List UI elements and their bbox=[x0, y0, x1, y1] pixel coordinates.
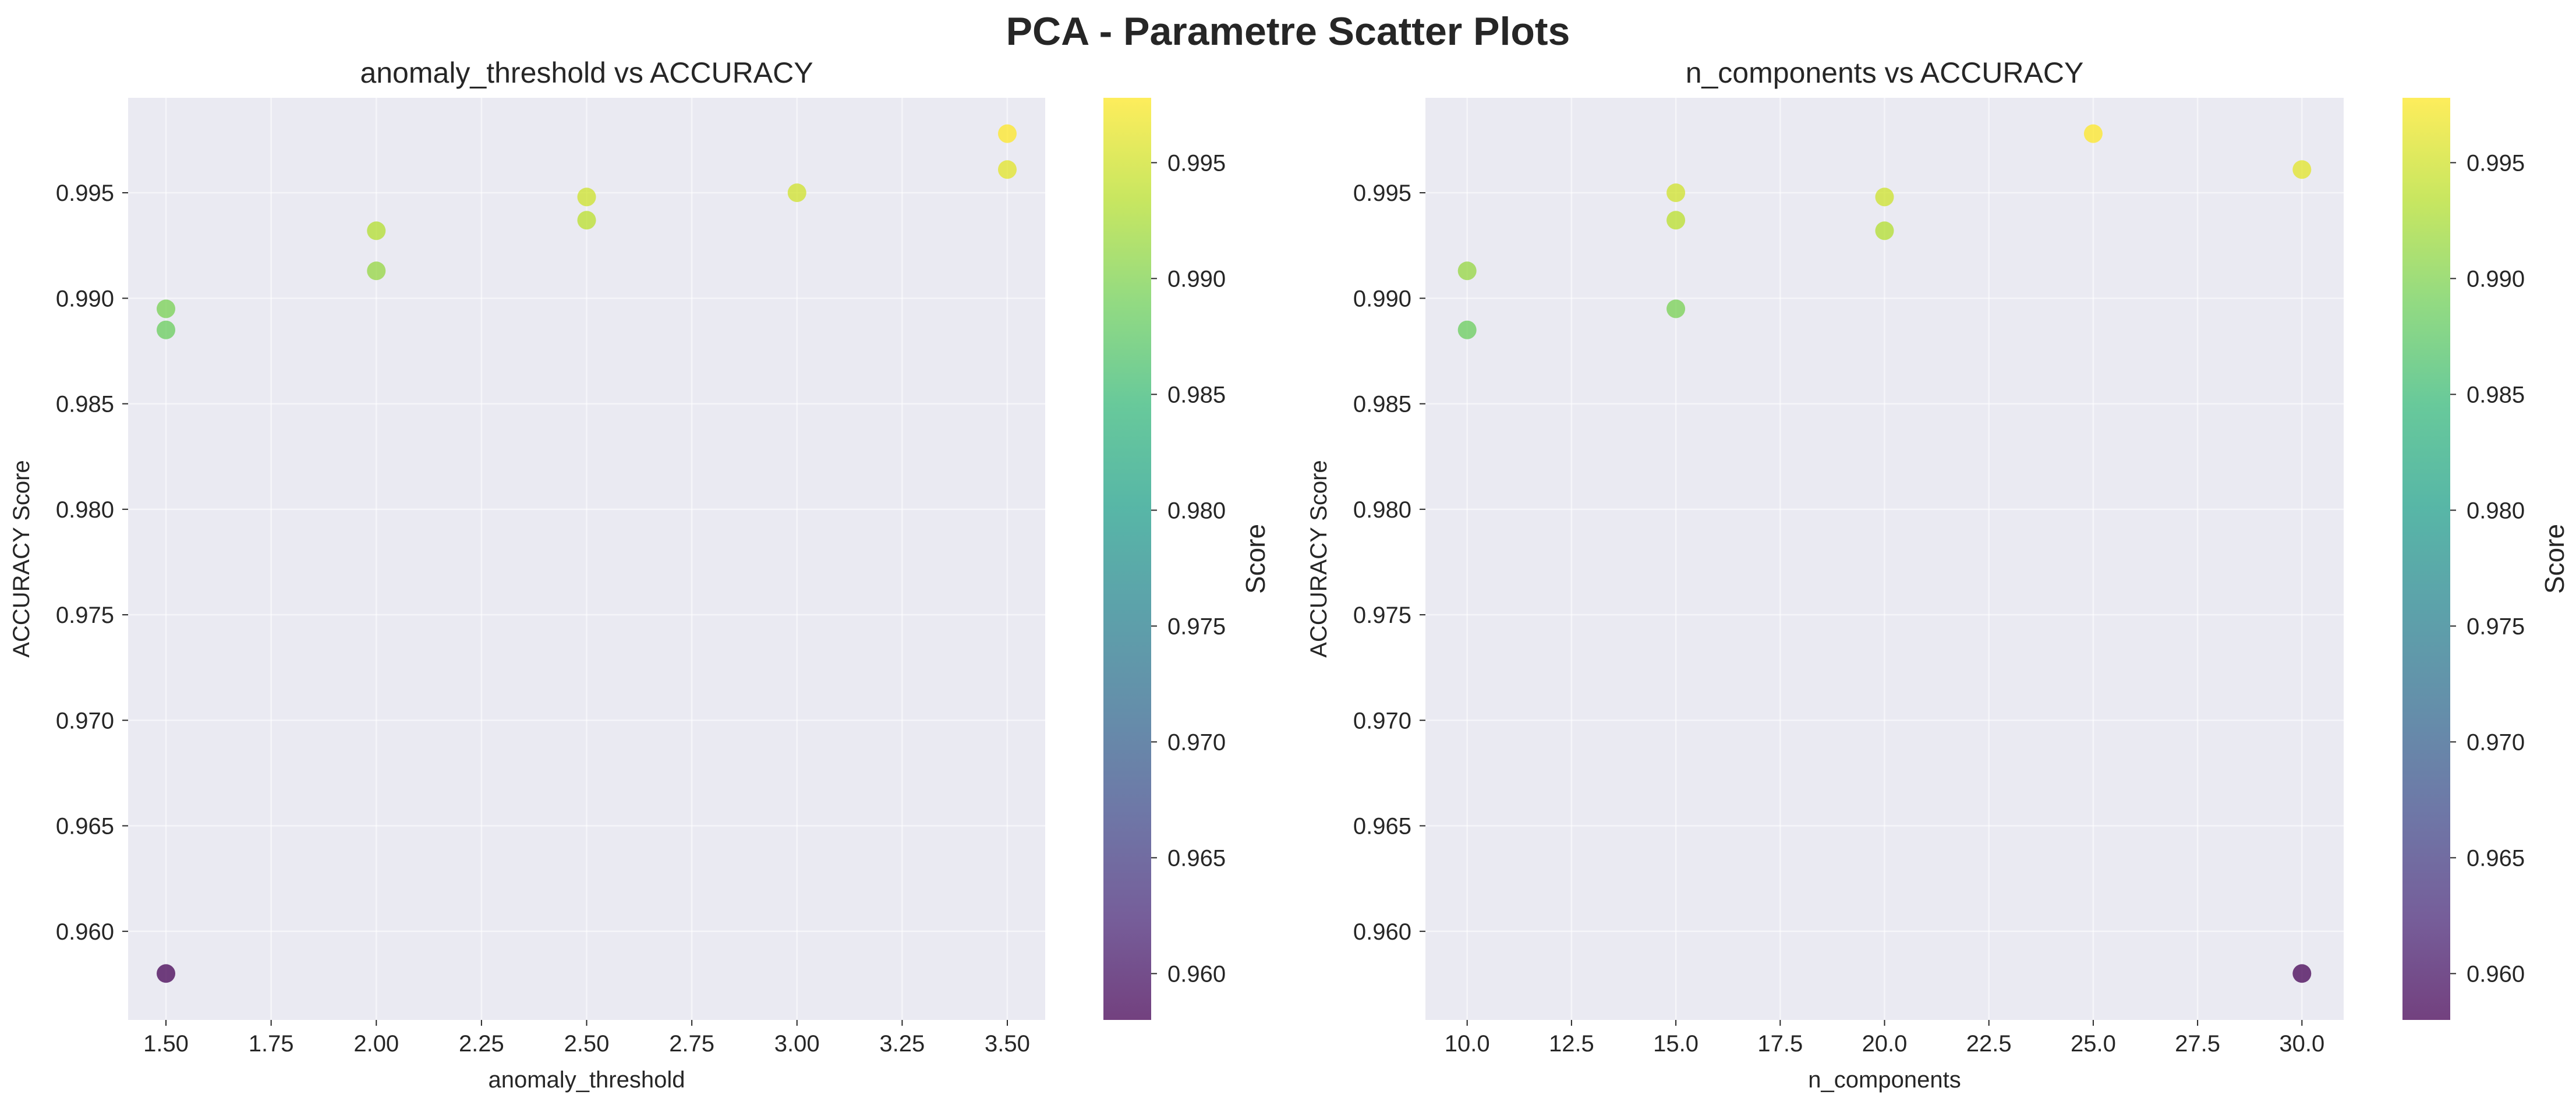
scatter-point bbox=[1666, 211, 1686, 230]
y-tick-label: 0.970 bbox=[56, 708, 114, 734]
x-tick-label: 17.5 bbox=[1757, 1031, 1803, 1057]
x-axis-ticks: 10.0 12.5 15.0 17.5 20.0 22.5 25.0 27.5 30.0 bbox=[1445, 1020, 2324, 1057]
colorbar-label: Score bbox=[1240, 524, 1271, 594]
x-axis-label: anomaly_threshold bbox=[489, 1067, 685, 1093]
x-tick-label: 12.5 bbox=[1549, 1031, 1594, 1057]
x-tick-label: 2.00 bbox=[353, 1031, 399, 1057]
colorbar-tick-label: 0.980 bbox=[2467, 498, 2525, 523]
colorbar-tick-label: 0.970 bbox=[2467, 729, 2525, 755]
scatter-point bbox=[577, 211, 596, 230]
y-tick-label: 0.970 bbox=[1353, 708, 1411, 734]
x-tick-label: 2.50 bbox=[564, 1031, 610, 1057]
y-tick-label: 0.995 bbox=[1353, 180, 1411, 206]
y-tick-label: 0.975 bbox=[56, 603, 114, 628]
colorbar-tick-label: 0.960 bbox=[1167, 961, 1226, 987]
scatter-point bbox=[1875, 221, 1894, 240]
y-tick-label: 0.960 bbox=[1353, 919, 1411, 945]
scatter-panel-n-components: n_components vs ACCURACY 10.0 12.5 15.0 17.… bbox=[1306, 56, 2570, 1093]
y-axis-ticks: 0.960 0.965 0.970 0.975 0.980 0.985 0.990 0.995 bbox=[56, 180, 128, 945]
grid-lines bbox=[128, 98, 1045, 1020]
scatter-point bbox=[1666, 183, 1686, 203]
data-points bbox=[1457, 124, 2312, 983]
x-tick-label: 30.0 bbox=[2279, 1031, 2324, 1057]
y-axis-label: ACCURACY Score bbox=[9, 460, 34, 657]
colorbar bbox=[1103, 98, 1151, 1020]
data-points bbox=[157, 124, 1017, 983]
scatter-point bbox=[157, 320, 176, 339]
x-tick-label: 15.0 bbox=[1653, 1031, 1699, 1057]
colorbar-tick-label: 0.995 bbox=[2467, 150, 2525, 176]
x-tick-label: 3.50 bbox=[985, 1031, 1030, 1057]
scatter-point bbox=[2292, 964, 2312, 983]
y-tick-label: 0.960 bbox=[56, 919, 114, 945]
colorbar-tick-label: 0.965 bbox=[2467, 845, 2525, 871]
scatter-point bbox=[1457, 261, 1477, 281]
scatter-point bbox=[577, 187, 596, 207]
colorbar-label: Score bbox=[2539, 524, 2570, 594]
y-tick-label: 0.995 bbox=[56, 180, 114, 206]
x-tick-label: 3.00 bbox=[774, 1031, 820, 1057]
y-tick-label: 0.985 bbox=[56, 392, 114, 417]
colorbar-tick-label: 0.965 bbox=[1167, 845, 1226, 871]
scatter-point bbox=[1457, 320, 1477, 339]
x-tick-label: 10.0 bbox=[1445, 1031, 1490, 1057]
y-tick-label: 0.990 bbox=[1353, 286, 1411, 311]
x-tick-label: 1.75 bbox=[249, 1031, 294, 1057]
colorbar-tick-label: 0.960 bbox=[2467, 961, 2525, 987]
scatter-point bbox=[997, 160, 1017, 179]
colorbar-ticks: 0.960 0.965 0.970 0.975 0.980 0.985 0.990 0.995 bbox=[1151, 150, 1226, 987]
scatter-point bbox=[2083, 124, 2103, 143]
colorbar-tick-label: 0.990 bbox=[1167, 266, 1226, 292]
y-tick-label: 0.980 bbox=[56, 497, 114, 523]
scatter-point bbox=[157, 964, 176, 983]
panel-title: anomaly_threshold vs ACCURACY bbox=[360, 56, 813, 89]
scatter-point bbox=[1875, 187, 1894, 207]
y-tick-label: 0.990 bbox=[56, 286, 114, 311]
scatter-point bbox=[2292, 160, 2312, 179]
y-axis-label: ACCURACY Score bbox=[1306, 460, 1332, 657]
x-tick-label: 27.5 bbox=[2175, 1031, 2220, 1057]
figure-title: PCA - Parametre Scatter Plots bbox=[1006, 9, 1570, 54]
colorbar bbox=[2402, 98, 2450, 1020]
colorbar-ticks: 0.960 0.965 0.970 0.975 0.980 0.985 0.990 0.995 bbox=[2450, 150, 2525, 987]
x-tick-label: 2.25 bbox=[459, 1031, 504, 1057]
y-tick-label: 0.975 bbox=[1353, 603, 1411, 628]
colorbar-tick-label: 0.985 bbox=[2467, 382, 2525, 408]
x-tick-label: 25.0 bbox=[2071, 1031, 2116, 1057]
x-axis-label: n_components bbox=[1808, 1067, 1961, 1093]
y-tick-label: 0.965 bbox=[56, 814, 114, 839]
x-tick-label: 3.25 bbox=[879, 1031, 925, 1057]
x-tick-label: 22.5 bbox=[1966, 1031, 2012, 1057]
x-tick-label: 2.75 bbox=[669, 1031, 714, 1057]
colorbar-tick-label: 0.985 bbox=[1167, 382, 1226, 408]
scatter-point bbox=[787, 183, 806, 203]
scatter-point bbox=[1666, 299, 1686, 318]
scatter-point bbox=[367, 261, 386, 281]
colorbar-tick-label: 0.980 bbox=[1167, 498, 1226, 523]
x-tick-label: 20.0 bbox=[1862, 1031, 1908, 1057]
grid-lines bbox=[1425, 98, 2344, 1020]
colorbar-tick-label: 0.995 bbox=[1167, 150, 1226, 176]
scatter-panel-anomaly-threshold: anomaly_threshold vs ACCURACY 1.50 1.75 2.… bbox=[9, 56, 1271, 1093]
scatter-point bbox=[997, 124, 1017, 143]
x-axis-ticks: 1.50 1.75 2.00 2.25 2.50 2.75 3.00 3.25 3.50 bbox=[143, 1020, 1030, 1057]
panel-title: n_components vs ACCURACY bbox=[1686, 56, 2084, 89]
colorbar-tick-label: 0.975 bbox=[2467, 614, 2525, 639]
scatter-point bbox=[157, 299, 176, 318]
y-axis-ticks: 0.960 0.965 0.970 0.975 0.980 0.985 0.990 0.995 bbox=[1353, 180, 1425, 945]
scatter-point bbox=[367, 221, 386, 240]
y-tick-label: 0.985 bbox=[1353, 392, 1411, 417]
colorbar-tick-label: 0.975 bbox=[1167, 614, 1226, 639]
y-tick-label: 0.980 bbox=[1353, 497, 1411, 523]
colorbar-tick-label: 0.990 bbox=[2467, 266, 2525, 292]
x-tick-label: 1.50 bbox=[143, 1031, 189, 1057]
colorbar-tick-label: 0.970 bbox=[1167, 729, 1226, 755]
y-tick-label: 0.965 bbox=[1353, 814, 1411, 839]
